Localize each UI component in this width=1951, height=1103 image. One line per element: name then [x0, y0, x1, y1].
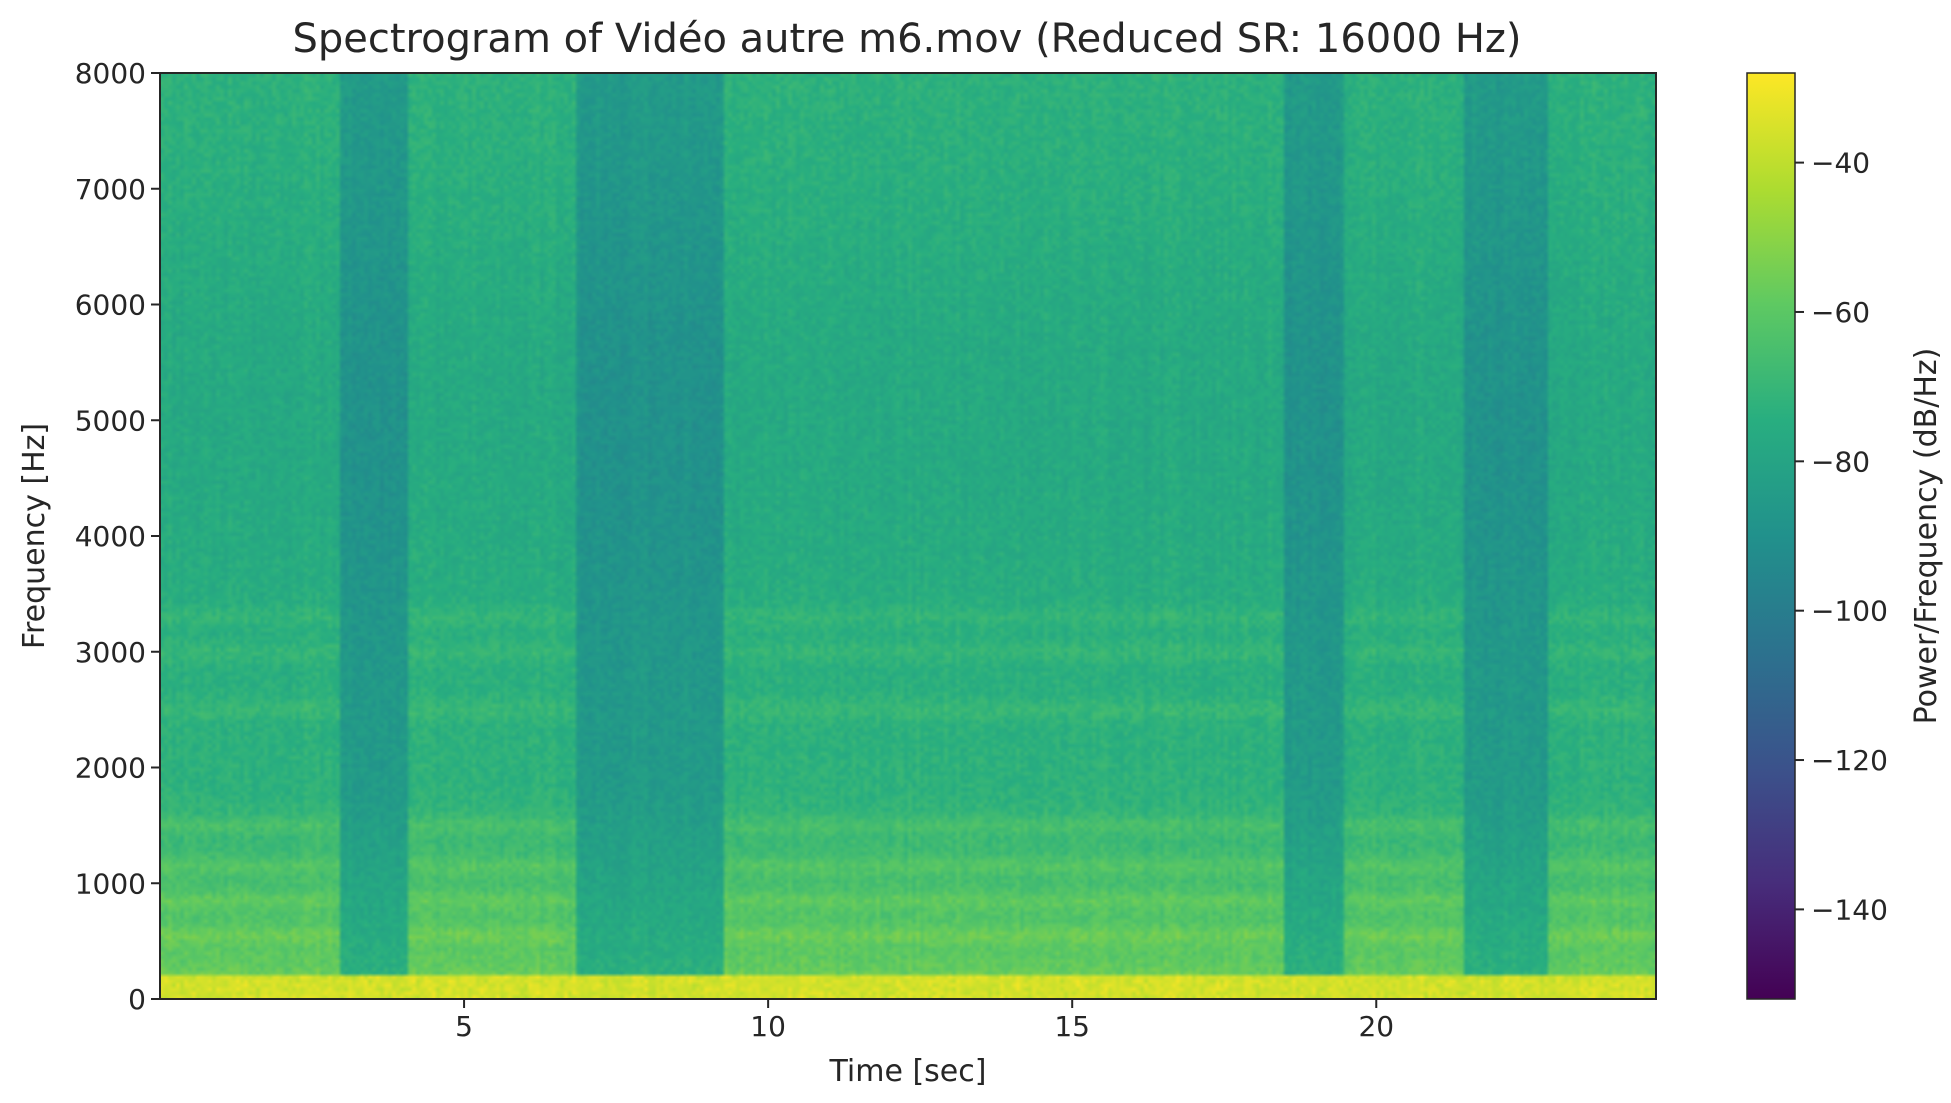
y-tick-label: 1000 [75, 867, 146, 900]
colorbar-tick-label: −120 [1811, 744, 1888, 777]
colorbar-tick-label: −140 [1811, 893, 1888, 926]
colorbar-label: Power/Frequency (dB/Hz) [1909, 348, 1944, 725]
colorbar-tick-label: −60 [1811, 296, 1870, 329]
y-axis: 0 1000 2000 3000 4000 5000 6000 7000 8000 [75, 57, 160, 1016]
colorbar-gradient [1746, 72, 1796, 1000]
y-tick-label: 8000 [75, 57, 146, 90]
colorbar-ticks: −40 −60 −80 −100 −120 −140 [1795, 147, 1888, 926]
x-tick-label: 15 [1054, 1010, 1090, 1043]
x-axis-label: Time [sec] [829, 1054, 987, 1089]
y-axis-label: Frequency [Hz] [17, 423, 52, 649]
y-tick-label: 0 [128, 983, 146, 1016]
colorbar-tick-label: −100 [1811, 595, 1888, 628]
y-tick-label: 2000 [75, 752, 146, 785]
colorbar-tick-label: −40 [1811, 147, 1870, 180]
colorbar: −40 −60 −80 −100 −120 −140 Power/Frequency (d… [1746, 72, 1944, 1000]
y-tick-label: 3000 [75, 636, 146, 669]
x-axis: 5 10 15 20 [455, 999, 1394, 1043]
x-tick-label: 10 [750, 1010, 786, 1043]
plot-frame [159, 72, 1657, 1000]
plot-area [160, 73, 1656, 999]
x-tick-label: 5 [455, 1010, 473, 1043]
y-tick-label: 6000 [75, 289, 146, 322]
y-tick-label: 7000 [75, 173, 146, 206]
y-tick-label: 5000 [75, 404, 146, 437]
colorbar-tick-label: −80 [1811, 445, 1870, 478]
spectrogram-heatmap [160, 73, 1656, 999]
chart-title: Spectrogram of Vidéo autre m6.mov (Reduc… [292, 16, 1521, 62]
y-tick-label: 4000 [75, 520, 146, 553]
x-tick-label: 20 [1358, 1010, 1394, 1043]
